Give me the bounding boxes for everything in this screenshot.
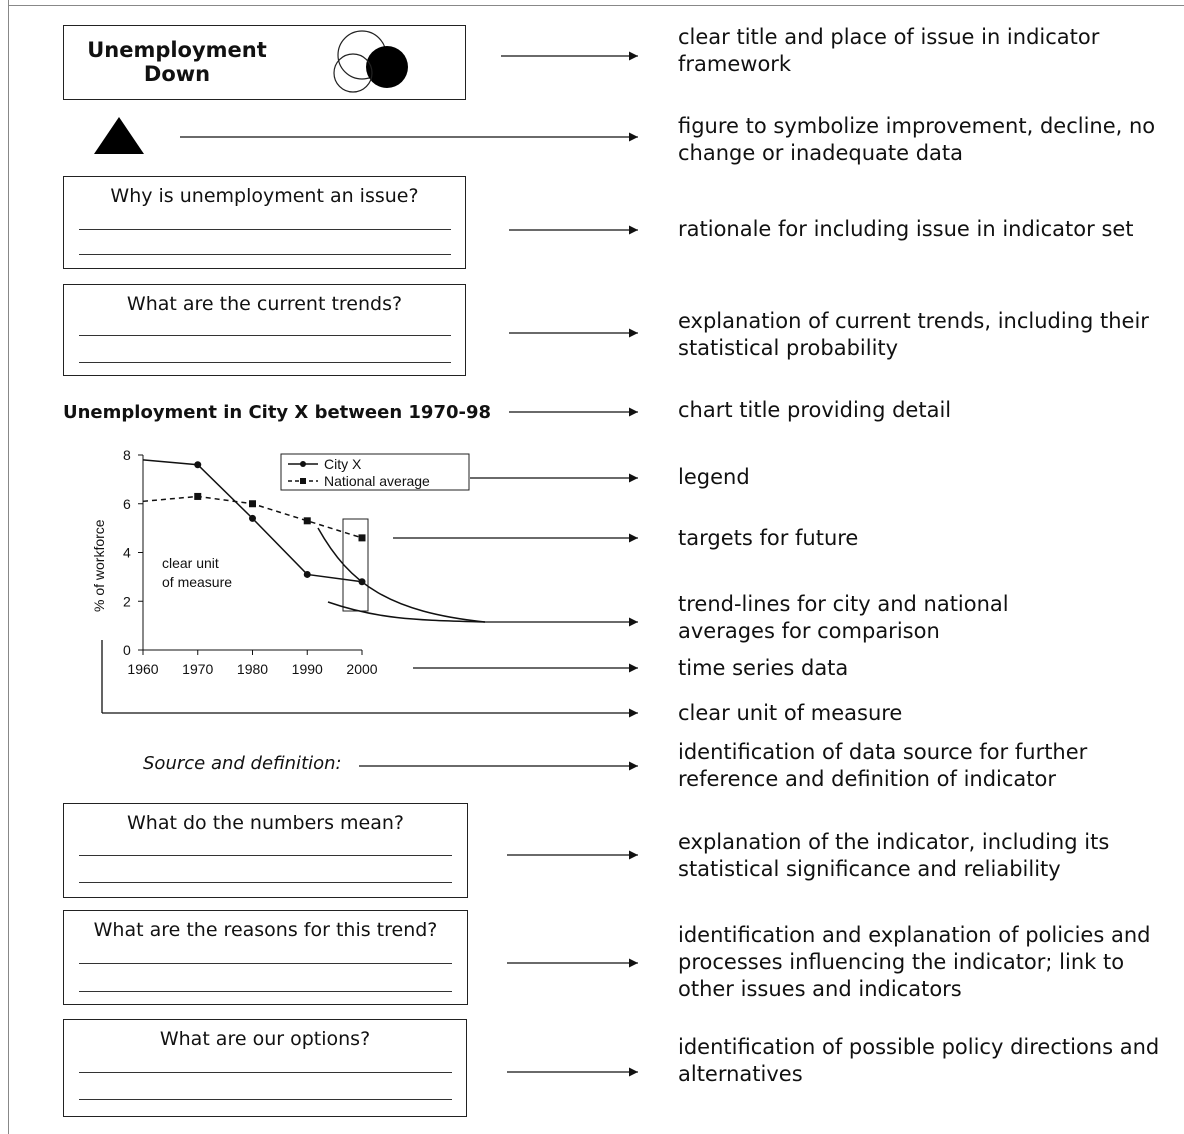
data-point-national [358, 534, 366, 542]
writing-line [79, 855, 452, 856]
note-unit-measure: clear unit of measure [678, 701, 903, 725]
data-point-national [249, 500, 256, 508]
data-point-city-x [249, 514, 256, 522]
y-axis-label: % of workforce [91, 519, 107, 612]
question-box-trends: What are the current trends? [63, 284, 466, 376]
question-box-title: What are the reasons for this trend? [93, 919, 438, 941]
y-tick-label: 0 [123, 642, 131, 658]
note-current-trends: explanation of current trends, including… [678, 309, 1149, 360]
note-chart-title: chart title providing detail [678, 398, 952, 422]
writing-line [79, 963, 452, 964]
writing-line [79, 991, 452, 992]
trend-line-city [327, 601, 486, 623]
venn-circles-icon [333, 30, 408, 93]
note-title-framework: clear title and place of issue in indica… [678, 25, 1100, 76]
data-point-city-x [303, 570, 311, 578]
note-rationale: rationale for including issue in indicat… [678, 217, 1134, 241]
note-legend: legend [678, 465, 750, 489]
x-tick-label: 1970 [182, 661, 213, 677]
question-box-title: What are the current trends? [126, 293, 403, 315]
page-frame-top [8, 5, 1184, 6]
triangle-up-icon [94, 117, 144, 154]
question-box-issue: Why is unemployment an issue? [63, 176, 466, 269]
legend-marker-national [300, 478, 306, 484]
question-box-reasons: What are the reasons for this trend? [63, 910, 468, 1005]
question-box-title: What do the numbers mean? [127, 812, 404, 834]
writing-line [79, 1072, 452, 1073]
note-data-source: identification of data source for furthe… [678, 740, 1088, 791]
note-trend-lines: trend-lines for city and national average… [678, 592, 1009, 643]
question-box-title: Why is unemployment an issue? [110, 185, 419, 207]
page-frame-left [8, 0, 9, 1134]
trend-line-national [317, 527, 486, 623]
indicator-title: Unemployment Down [86, 38, 268, 86]
target-box [342, 518, 369, 612]
y-tick-label: 2 [123, 593, 131, 609]
unemployment-chart: 0 2 4 6 8 1960 1970 1980 1990 2000 % of workforc… [91, 447, 486, 677]
x-tick-label: 1990 [292, 661, 323, 677]
legend-label-city-x: City X [324, 456, 362, 472]
y-tick-label: 6 [123, 496, 131, 512]
note-targets: targets for future [678, 526, 859, 550]
writing-line [79, 362, 451, 363]
question-box-title: What are our options? [159, 1028, 371, 1050]
unit-note-line2: of measure [162, 574, 232, 590]
data-point-national [194, 492, 202, 500]
legend-marker-city-x [300, 461, 306, 467]
indicator-title-line1: Unemployment [87, 38, 267, 62]
note-indicator-meaning: explanation of the indicator, including … [678, 830, 1110, 881]
note-time-series: time series data [678, 656, 849, 680]
chart-title: Unemployment in City X between 1970-98 [63, 402, 492, 423]
data-point-national [303, 517, 311, 525]
writing-line [79, 254, 451, 255]
x-tick-label: 2000 [346, 661, 377, 677]
source-definition-label: Source and definition: [143, 753, 342, 774]
indicator-title-line2: Down [143, 62, 211, 86]
writing-line [79, 229, 451, 230]
x-tick-label: 1960 [127, 661, 158, 677]
y-tick-label: 8 [123, 447, 131, 463]
note-status-figure: figure to symbolize improvement, decline… [678, 114, 1156, 165]
writing-line [79, 335, 451, 336]
y-tick-label: 4 [123, 545, 131, 561]
question-box-options: What are our options? [63, 1019, 467, 1117]
note-policy-options: identification of possible policy direct… [678, 1035, 1160, 1086]
x-tick-label: 1980 [237, 661, 268, 677]
writing-line [79, 882, 452, 883]
data-point-city-x [194, 461, 202, 469]
writing-line [79, 1099, 452, 1100]
legend-label-national: National average [324, 473, 430, 489]
note-policies-processes: identification and explanation of polici… [678, 923, 1151, 1001]
chart-legend: City X National average [280, 453, 470, 491]
unit-note-line1: clear unit [162, 555, 219, 571]
